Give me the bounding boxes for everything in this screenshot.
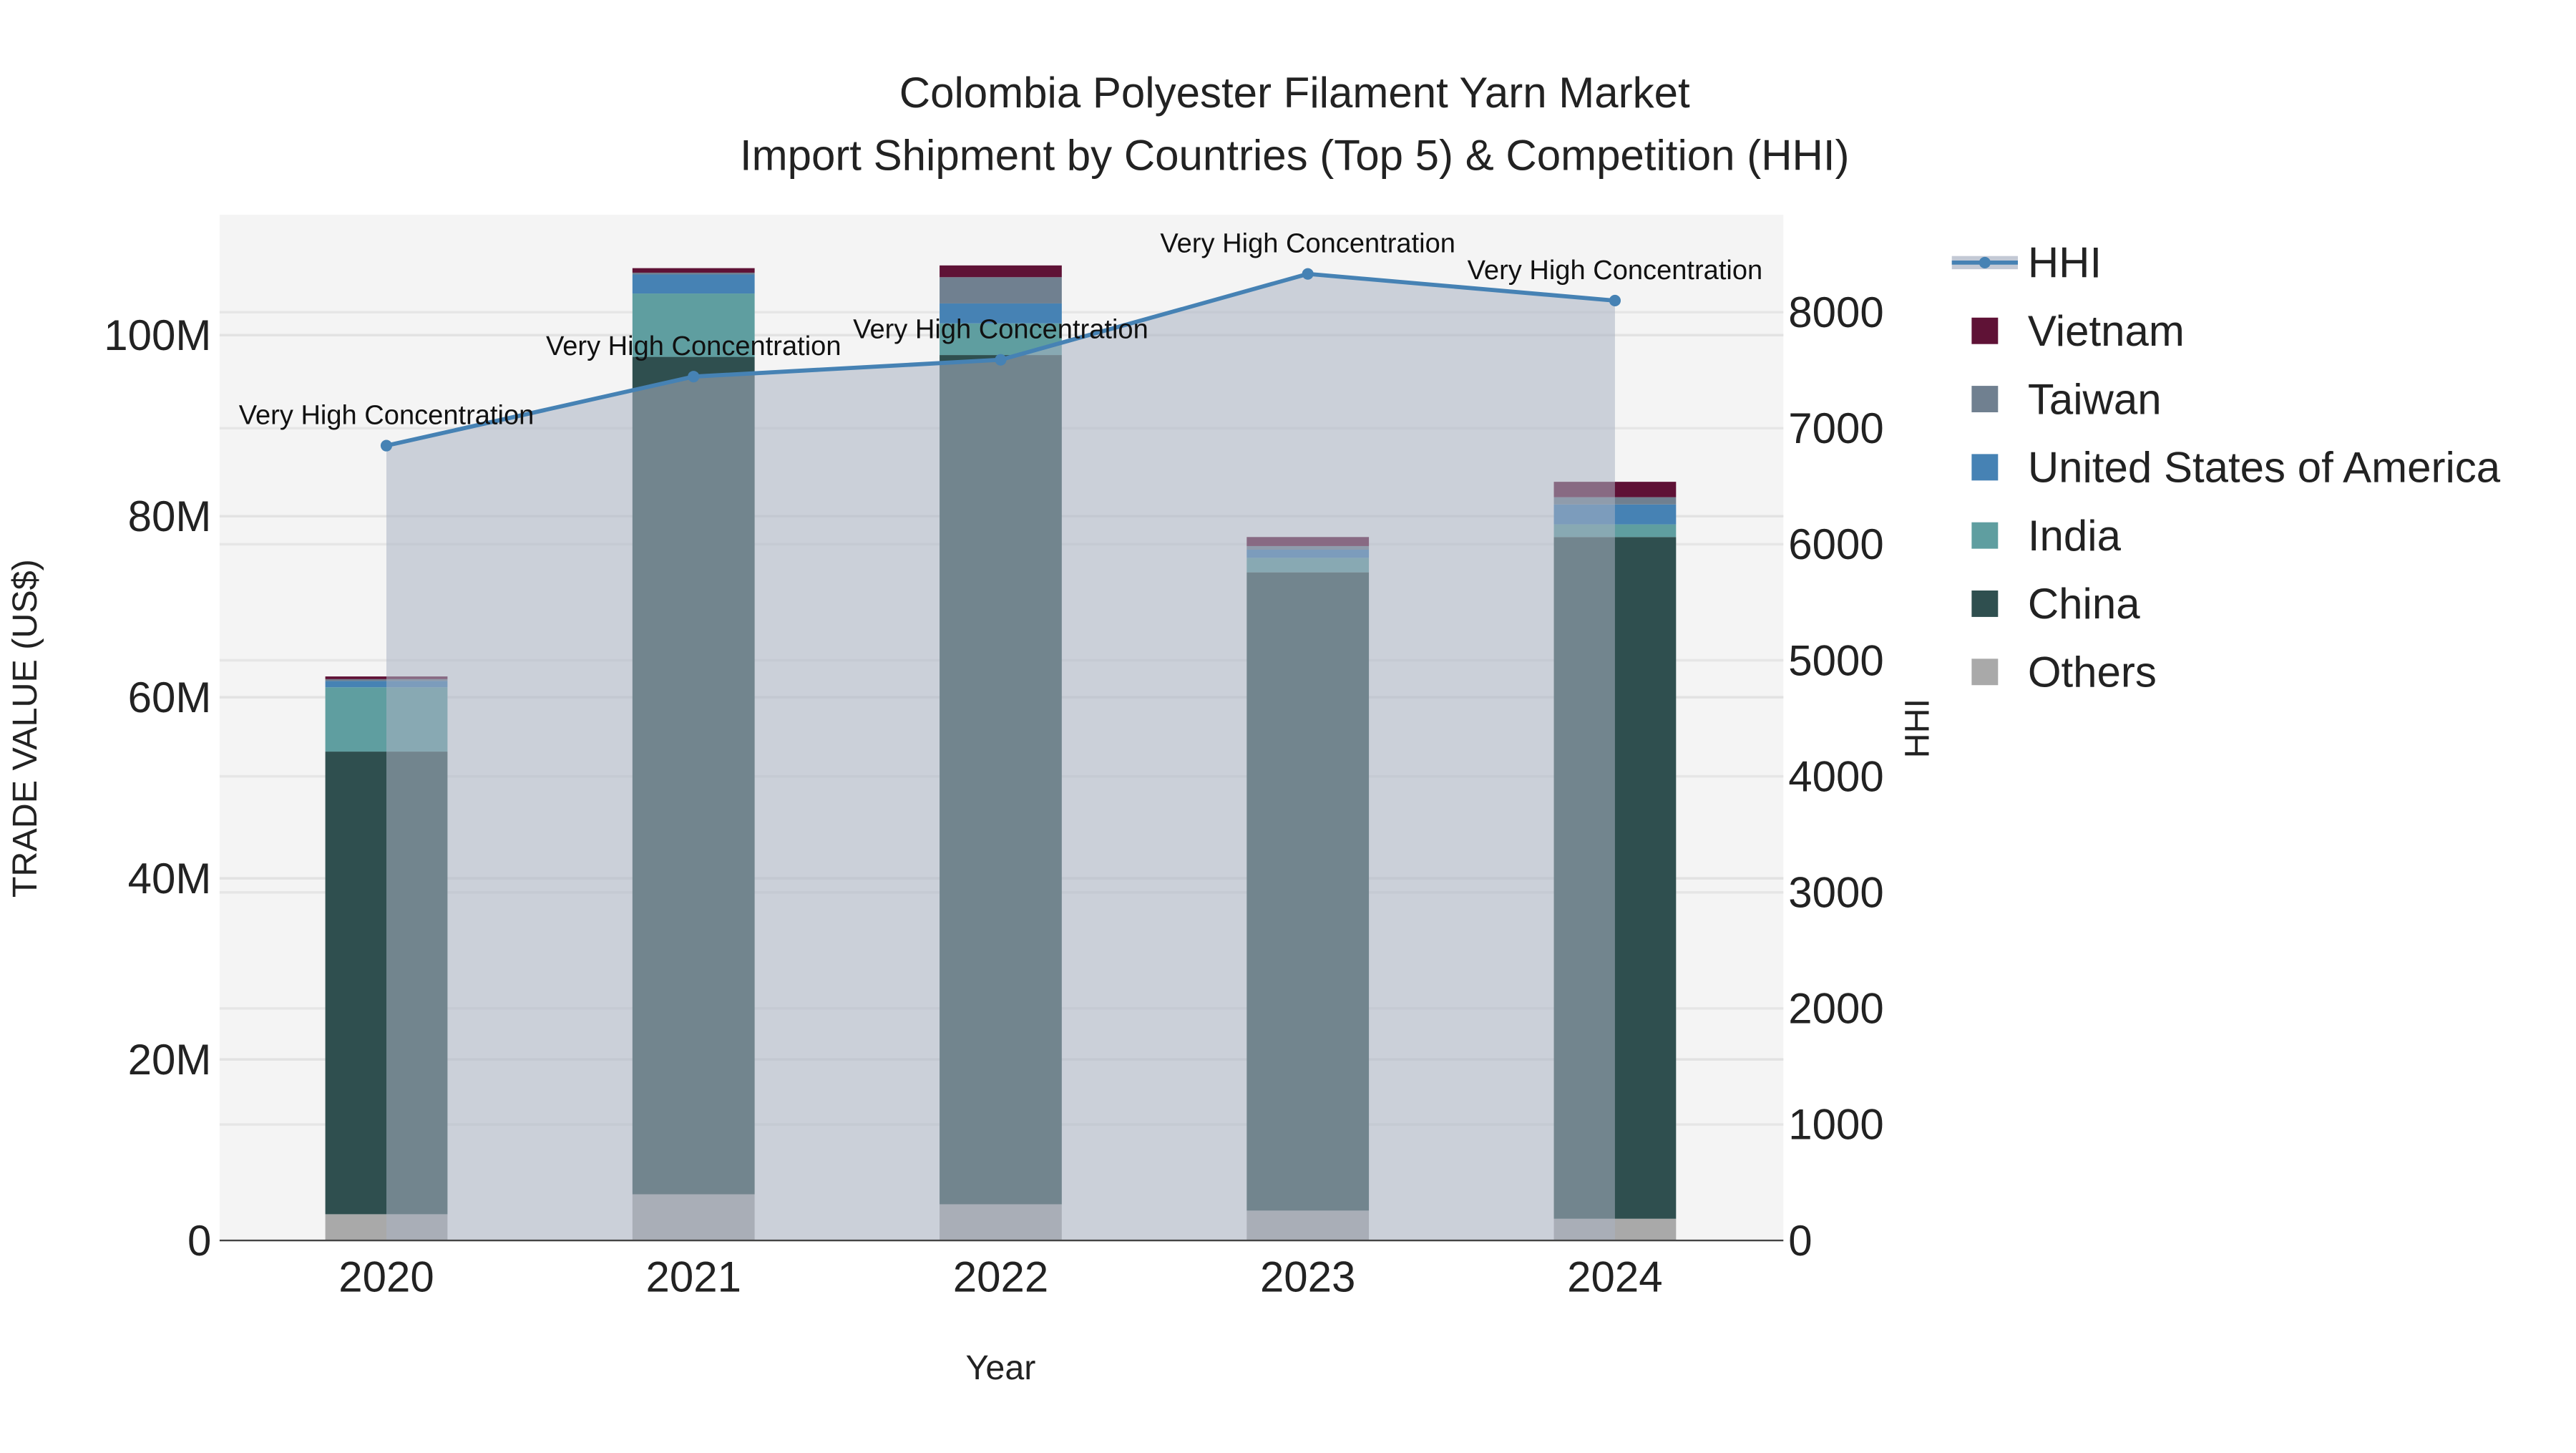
bar-vietnam-2022 [940,265,1062,278]
bar-india-2021 [632,293,755,357]
y2-tick-label: 4000 [1788,752,1883,800]
hhi-annotation: Very High Concentration [1468,256,1763,286]
y2-tick-label: 0 [1788,1217,1812,1265]
bar-united-states-of-america-2022 [940,303,1062,324]
y2-axis-title: HHI [1898,699,1936,758]
y-tick-label: 20M [128,1036,212,1084]
x-axis-ticks: 2020 2021 2022 2023 2024 [338,1253,1662,1301]
legend-label: Vietnam [2028,307,2185,355]
y2-tick-label: 3000 [1788,869,1883,917]
legend-swatch [1971,454,1999,481]
legend-label: HHI [2028,239,2102,287]
y-tick-label: 80M [128,492,212,540]
bar-taiwan-2021 [632,272,755,275]
hhi-point-2021 [688,371,700,383]
legend-swatch-marker [1979,256,1991,268]
bar-taiwan-2022 [940,277,1062,303]
hhi-annotation: Very High Concentration [239,401,535,431]
y-tick-label: 100M [104,311,211,359]
legend-swatch [1971,522,1999,549]
hhi-area [386,273,1615,1241]
chart-subtitle: Import Shipment by Countries (Top 5) & C… [740,132,1850,180]
x-tick-label: 2021 [645,1253,741,1301]
y2-axis-ticks: 0 1000 2000 3000 4000 5000 6000 7000 8000 [1788,288,1883,1265]
y-axis-ticks: 0 20M 40M 60M 80M 100M [104,311,211,1265]
legend-item-united-states-of-america[interactable]: United States of America [1971,444,2501,492]
x-tick-label: 2022 [953,1253,1048,1301]
y2-tick-label: 7000 [1788,404,1883,452]
bar-vietnam-2021 [632,268,755,273]
legend-item-china[interactable]: China [1971,580,2140,628]
hhi-annotation: Very High Concentration [546,331,841,361]
y2-tick-label: 5000 [1788,636,1883,684]
legend-label: China [2028,580,2140,628]
y2-tick-label: 8000 [1788,288,1883,336]
legend-swatch [1971,386,1999,412]
hhi-area-fill [386,273,1615,1241]
legend-label: Taiwan [2028,375,2162,423]
legend-swatch [1971,317,1999,344]
y-tick-label: 40M [128,855,212,903]
legend-swatch [1971,591,1999,617]
hhi-point-2024 [1609,294,1621,307]
hhi-line: Very High Concentration Very High Concent… [239,229,1763,452]
y-axis-title: TRADE VALUE (US$) [6,559,44,898]
legend-label: India [2028,512,2122,560]
legend-item-others[interactable]: Others [1971,648,2157,696]
legend-label: United States of America [2028,444,2501,492]
chart-title: Colombia Polyester Filament Yarn Market [899,69,1690,117]
x-tick-label: 2023 [1260,1253,1355,1301]
hhi-annotation: Very High Concentration [853,315,1148,345]
legend-label: Others [2028,648,2157,696]
y-tick-label: 60M [128,674,212,721]
legend-swatch [1971,659,1999,686]
y-tick-label: 0 [187,1217,211,1265]
x-tick-label: 2024 [1567,1253,1662,1301]
legend-item-vietnam[interactable]: Vietnam [1971,307,2185,355]
x-tick-label: 2020 [338,1253,434,1301]
y2-tick-label: 6000 [1788,520,1883,568]
hhi-point-2020 [380,439,393,452]
legend-item-hhi[interactable]: HHI [1951,239,2102,287]
hhi-point-2023 [1302,268,1314,280]
y2-tick-label: 1000 [1788,1101,1883,1149]
legend: HHI Vietnam Taiwan United States of America… [1951,239,2501,696]
x-axis-title: Year [966,1348,1036,1387]
bar-united-states-of-america-2021 [632,274,755,294]
hhi-point-2022 [995,354,1007,366]
legend-item-taiwan[interactable]: Taiwan [1971,375,2162,423]
legend-item-india[interactable]: India [1971,512,2122,560]
hhi-annotation: Very High Concentration [1160,229,1455,259]
y2-tick-label: 2000 [1788,985,1883,1033]
